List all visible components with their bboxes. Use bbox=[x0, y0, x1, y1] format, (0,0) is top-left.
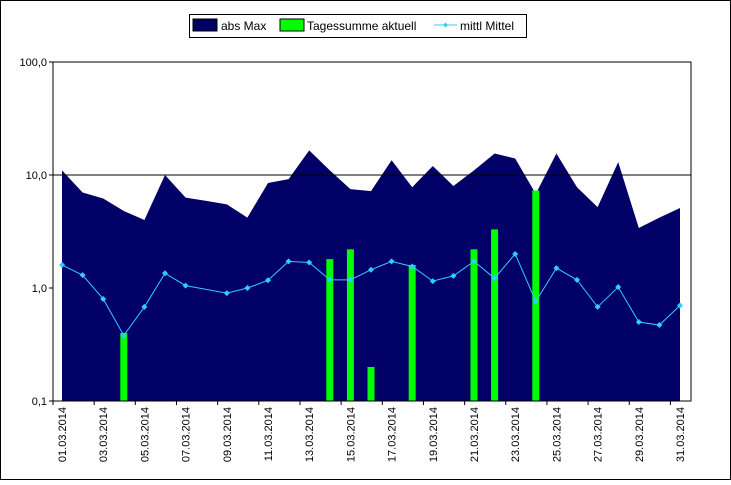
point-mittl-mittel-day-31 bbox=[677, 302, 683, 309]
bar-tagessumme-day-16 bbox=[367, 366, 375, 401]
x-tick-label: 27.03.2014 bbox=[593, 407, 605, 462]
point-mittl-mittel-day-28 bbox=[615, 284, 622, 291]
y-tick-label: 10,0 bbox=[26, 170, 47, 182]
y-tick-label: 0,1 bbox=[32, 396, 47, 408]
point-mittl-mittel-day-17 bbox=[388, 258, 395, 265]
x-tick-label: 03.03.2014 bbox=[98, 407, 110, 462]
axis-layer bbox=[49, 61, 691, 405]
point-mittl-mittel-day-23 bbox=[512, 250, 519, 257]
point-mittl-mittel-day-21 bbox=[471, 258, 477, 265]
point-mittl-mittel-day-22 bbox=[491, 275, 498, 282]
y-tick-labels: 0,1 1,0 10,0 100,0 bbox=[19, 57, 47, 408]
point-mittl-mittel-day-20 bbox=[450, 272, 457, 279]
x-tick-label: 15.03.2014 bbox=[345, 407, 357, 462]
point-mittl-mittel-day-10 bbox=[244, 285, 251, 291]
legend: abs Max Tagessumme aktuell mittl Mittel bbox=[189, 14, 527, 38]
bar-tagessumme-day-21 bbox=[470, 249, 478, 401]
x-tick-label: 07.03.2014 bbox=[181, 407, 193, 462]
point-mittl-mittel-day-4 bbox=[120, 332, 127, 339]
abs-max-area-layer bbox=[62, 150, 680, 401]
bar-tagessumme-day-22 bbox=[491, 229, 499, 401]
bar-tagessumme-day-18 bbox=[408, 264, 416, 401]
point-mittl-mittel-day-13 bbox=[306, 259, 313, 266]
point-mittl-mittel-day-5 bbox=[141, 303, 148, 310]
abs-max-area bbox=[62, 150, 680, 401]
legend-box bbox=[189, 14, 527, 38]
legend-label-mittl-mittel: mittl Mittel bbox=[460, 19, 514, 33]
legend-swatch-mittl-mittel-marker bbox=[443, 22, 448, 28]
point-mittl-mittel-day-18 bbox=[409, 263, 416, 270]
legend-swatch-abs-max bbox=[192, 18, 218, 32]
legend-swatch-tagessumme bbox=[279, 18, 305, 32]
point-mittl-mittel-day-16 bbox=[368, 266, 374, 273]
x-tick-label: 19.03.2014 bbox=[428, 407, 440, 462]
x-tick-label: 21.03.2014 bbox=[469, 407, 481, 462]
point-mittl-mittel-day-27 bbox=[594, 303, 601, 310]
point-mittl-mittel-day-15 bbox=[347, 276, 354, 283]
x-tick-labels: 01.03.2014 03.03.2014 05.03.2014 07.03.2014… bbox=[57, 407, 687, 462]
point-mittl-mittel-day-3 bbox=[100, 295, 107, 302]
x-tick-label: 17.03.2014 bbox=[387, 407, 399, 462]
x-tick-label: 01.03.2014 bbox=[57, 407, 69, 462]
point-mittl-mittel-day-25 bbox=[553, 265, 560, 272]
bar-layer bbox=[120, 190, 540, 401]
x-tick-label: 31.03.2014 bbox=[675, 407, 687, 462]
point-mittl-mittel-day-30 bbox=[656, 322, 663, 329]
bar-tagessumme-day-15 bbox=[346, 249, 354, 401]
point-mittl-mittel-day-7 bbox=[182, 282, 189, 289]
x-tick-label: 09.03.2014 bbox=[222, 407, 234, 462]
bar-tagessumme-day-24 bbox=[532, 190, 540, 401]
point-mittl-mittel-day-26 bbox=[574, 276, 580, 283]
x-tick-label: 29.03.2014 bbox=[634, 407, 646, 462]
legend-label-tagessumme: Tagessumme aktuell bbox=[307, 19, 416, 33]
mittl-mittel-line bbox=[61, 253, 681, 337]
line-layer bbox=[59, 250, 683, 339]
bar-tagessumme-day-4 bbox=[120, 332, 128, 401]
x-tick-label: 05.03.2014 bbox=[139, 407, 151, 462]
point-mittl-mittel-day-1 bbox=[59, 261, 65, 268]
point-mittl-mittel-day-29 bbox=[635, 319, 642, 326]
x-tick-label: 11.03.2014 bbox=[263, 407, 275, 461]
x-tick-label: 25.03.2014 bbox=[551, 407, 563, 462]
y-tick-label: 100,0 bbox=[19, 57, 47, 69]
x-tick-label: 13.03.2014 bbox=[304, 407, 316, 462]
point-mittl-mittel-day-6 bbox=[162, 270, 168, 277]
bar-tagessumme-day-14 bbox=[326, 259, 334, 401]
point-mittl-mittel-day-2 bbox=[79, 272, 86, 279]
point-mittl-mittel-day-19 bbox=[429, 278, 436, 285]
point-mittl-mittel-day-12 bbox=[285, 258, 292, 265]
x-tick-label: 23.03.2014 bbox=[510, 407, 522, 462]
point-mittl-mittel-day-24 bbox=[532, 298, 539, 305]
point-mittl-mittel-day-14 bbox=[326, 276, 333, 283]
point-mittl-mittel-day-9 bbox=[223, 290, 230, 297]
y-tick-label: 1,0 bbox=[32, 283, 47, 295]
point-mittl-mittel-day-11 bbox=[265, 277, 271, 284]
legend-label-abs-max: abs Max bbox=[221, 19, 266, 33]
